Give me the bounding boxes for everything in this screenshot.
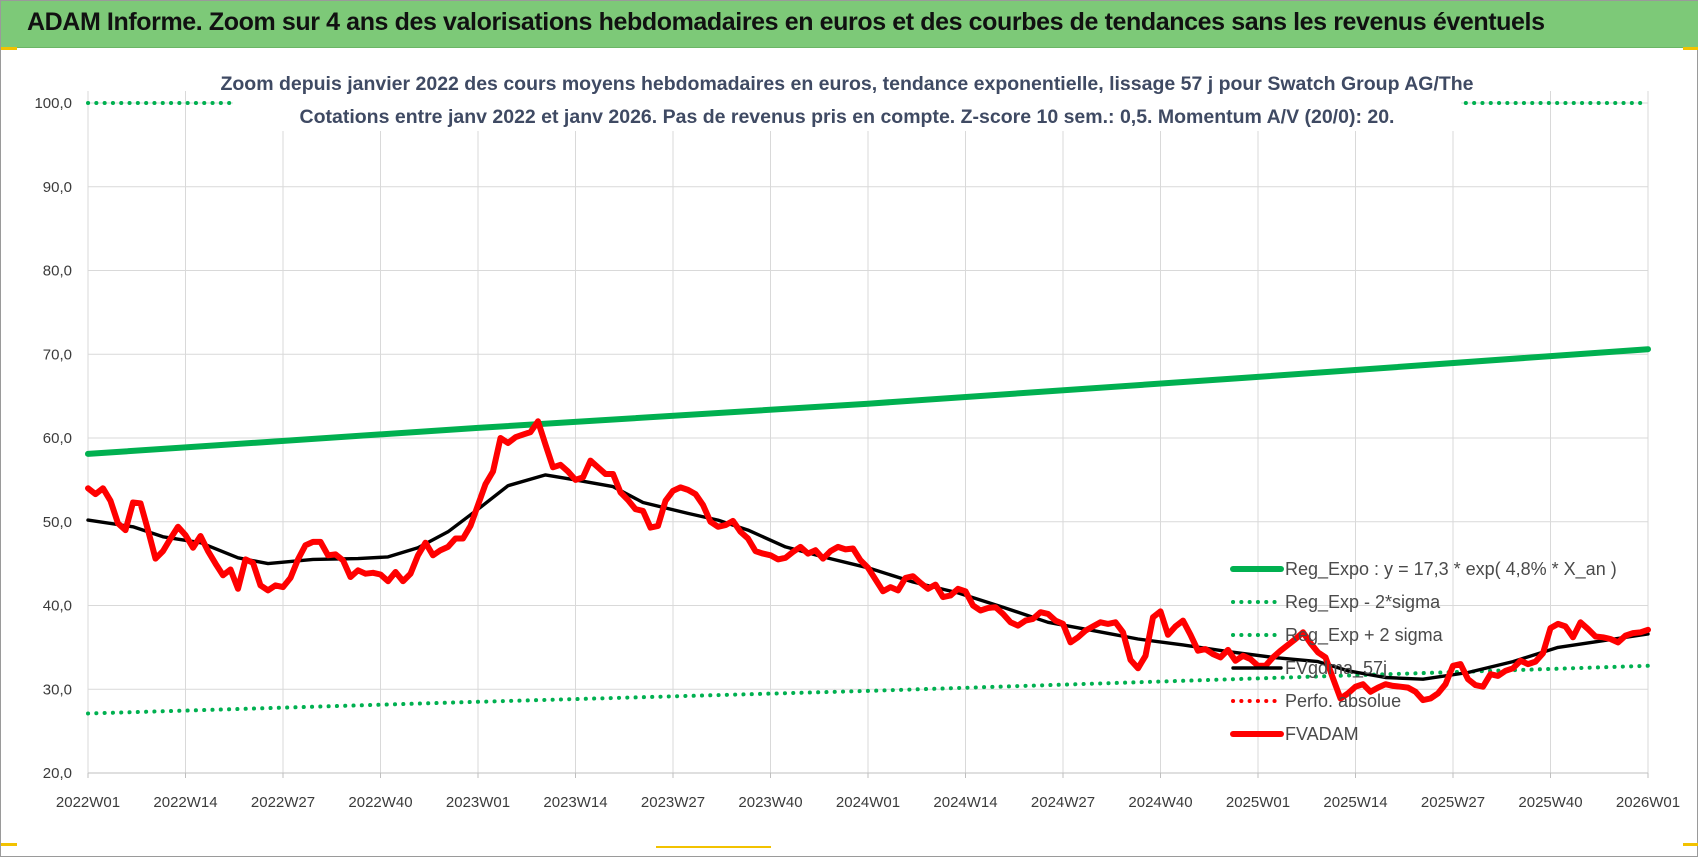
x-tick-label: 2024W01 bbox=[836, 794, 900, 811]
legend-entry-2: Reg_Exp + 2 sigma bbox=[1285, 625, 1444, 646]
y-axis-ticks: 20,0 30,0 40,0 50,0 60,0 70,0 80,0 90,0 100,0 bbox=[34, 95, 72, 782]
legend-entry-3: FVgdma_57j bbox=[1285, 658, 1387, 679]
y-tick-label: 30,0 bbox=[43, 681, 72, 698]
x-tick-label: 2025W27 bbox=[1421, 794, 1485, 811]
x-tick-label: 2022W01 bbox=[56, 794, 120, 811]
x-tick-label: 2025W40 bbox=[1518, 794, 1582, 811]
y-tick-label: 60,0 bbox=[43, 430, 72, 447]
header-banner: ADAM Informe. Zoom sur 4 ans des valoris… bbox=[1, 1, 1698, 48]
corner-accent-bottom-left bbox=[1, 843, 17, 846]
y-tick-label: 20,0 bbox=[43, 765, 72, 782]
x-tick-label: 2022W14 bbox=[153, 794, 217, 811]
x-tick-label: 2025W01 bbox=[1226, 794, 1290, 811]
x-tick-label: 2023W27 bbox=[641, 794, 705, 811]
chart-title-line-1: Zoom depuis janvier 2022 des cours moyen… bbox=[220, 73, 1473, 95]
y-tick-label: 80,0 bbox=[43, 263, 72, 280]
bottom-accent bbox=[656, 846, 771, 848]
legend: Reg_Expo : y = 17,3 * exp( 4,8% * X_an )… bbox=[1230, 559, 1617, 744]
x-tick-label: 2026W01 bbox=[1616, 794, 1680, 811]
grid bbox=[87, 91, 1649, 778]
x-tick-label: 2024W40 bbox=[1128, 794, 1192, 811]
legend-entry-5: FVADAM bbox=[1285, 724, 1359, 744]
legend-entry-1: Reg_Exp - 2*sigma bbox=[1285, 592, 1441, 613]
y-tick-label: 100,0 bbox=[34, 95, 72, 112]
x-tick-label: 2022W27 bbox=[251, 794, 315, 811]
legend-entry-4: Perfo. absolue bbox=[1285, 691, 1401, 711]
page-title: ADAM Informe. Zoom sur 4 ans des valoris… bbox=[27, 8, 1545, 36]
x-tick-label: 2022W40 bbox=[348, 794, 412, 811]
x-tick-label: 2023W14 bbox=[543, 794, 607, 811]
x-tick-label: 2025W14 bbox=[1323, 794, 1387, 811]
x-tick-label: 2023W01 bbox=[446, 794, 510, 811]
corner-accent-left bbox=[1, 47, 17, 50]
chart-title-background bbox=[233, 63, 1461, 131]
series-line-5 bbox=[85, 418, 1651, 704]
series-line-0 bbox=[85, 346, 1651, 457]
x-axis-ticks: 2022W01 2022W14 2022W27 2022W40 2023W01 2023W… bbox=[56, 794, 1680, 811]
legend-entry-0: Reg_Expo : y = 17,3 * exp( 4,8% * X_an ) bbox=[1285, 559, 1617, 580]
y-tick-label: 40,0 bbox=[43, 598, 72, 615]
x-tick-label: 2023W40 bbox=[738, 794, 802, 811]
x-tick-label: 2024W14 bbox=[933, 794, 997, 811]
y-tick-label: 50,0 bbox=[43, 514, 72, 531]
chart-title-line-2: Cotations entre janv 2022 et janv 2026. … bbox=[300, 106, 1395, 128]
y-tick-label: 90,0 bbox=[43, 179, 72, 196]
x-tick-label: 2024W27 bbox=[1031, 794, 1095, 811]
y-tick-label: 70,0 bbox=[43, 346, 72, 363]
series-line-1 bbox=[86, 663, 1650, 716]
corner-accent-right bbox=[1683, 47, 1698, 50]
corner-accent-bottom-right bbox=[1683, 843, 1698, 846]
